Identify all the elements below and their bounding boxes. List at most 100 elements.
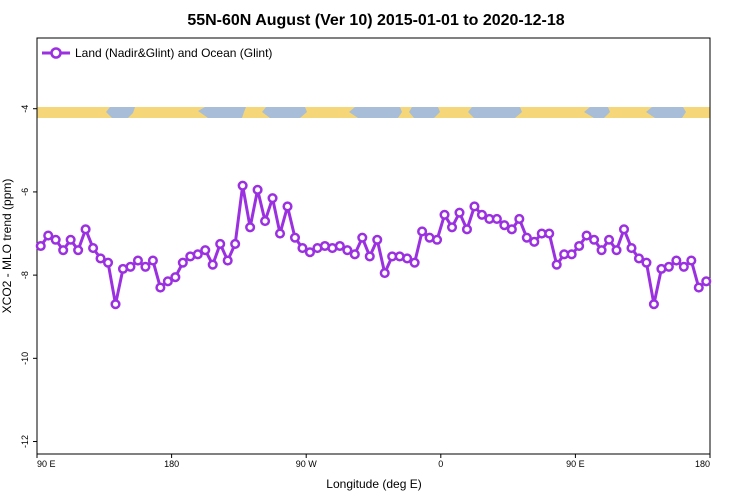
data-point	[439, 209, 450, 220]
data-point	[267, 193, 278, 204]
legend-marker	[50, 47, 62, 59]
data-point	[289, 232, 301, 243]
data-point	[469, 201, 480, 212]
series-layer	[35, 180, 712, 310]
data-point	[372, 234, 383, 245]
data-point	[58, 245, 69, 256]
data-point	[35, 240, 46, 252]
data-point	[357, 232, 368, 243]
data-point	[604, 234, 615, 245]
data-point	[349, 249, 360, 260]
data-point	[551, 259, 562, 270]
data-point	[43, 230, 54, 241]
y-tick-label: -8	[20, 271, 30, 279]
data-point	[95, 253, 106, 264]
x-tick-label: 0	[438, 459, 443, 469]
data-point	[65, 234, 76, 245]
x-axis-label: Longitude (deg E)	[326, 477, 421, 491]
data-point	[633, 253, 645, 264]
data-point	[260, 215, 271, 227]
y-axis-label: XCO2 - MLO trend (ppm)	[0, 179, 14, 314]
data-point	[147, 255, 158, 266]
data-point	[132, 255, 143, 266]
data-point	[596, 245, 607, 256]
data-point	[693, 282, 704, 293]
data-point	[364, 251, 375, 262]
data-point	[432, 234, 443, 245]
data-point	[274, 228, 286, 239]
data-point	[102, 257, 114, 268]
data-point	[417, 226, 428, 237]
data-point	[476, 209, 487, 220]
data-point	[566, 249, 577, 260]
x-tick-label: 90 E	[37, 459, 56, 469]
data-point	[701, 276, 712, 287]
data-point	[581, 230, 592, 241]
data-point	[461, 224, 473, 235]
data-point	[125, 261, 136, 272]
data-point	[454, 207, 465, 218]
y-tick-label: -6	[20, 188, 30, 196]
data-point	[446, 222, 458, 233]
x-tick-label: 90 E	[566, 459, 585, 469]
data-point	[177, 257, 188, 268]
data-point	[282, 201, 293, 212]
data-point	[402, 253, 413, 264]
y-tick-label: -12	[20, 435, 30, 448]
data-point	[641, 257, 652, 268]
data-point	[626, 243, 637, 254]
data-point	[170, 272, 181, 283]
data-point	[155, 282, 166, 293]
x-tick-label: 180	[164, 459, 179, 469]
data-point	[207, 259, 218, 270]
data-point	[514, 213, 525, 225]
data-point	[222, 255, 233, 266]
data-point	[80, 224, 91, 235]
data-point	[245, 222, 256, 233]
data-point	[73, 245, 84, 256]
data-point	[88, 243, 99, 254]
data-point	[678, 261, 689, 272]
data-point	[521, 232, 532, 243]
data-point	[544, 228, 555, 239]
data-point	[491, 213, 502, 225]
ocean-band	[37, 107, 710, 118]
data-point	[252, 184, 263, 195]
data-point	[648, 299, 659, 310]
data-point	[499, 220, 510, 231]
x-tick-label: 180	[695, 459, 710, 469]
data-point	[611, 245, 622, 256]
data-point	[686, 255, 697, 266]
data-point	[589, 234, 600, 245]
data-point	[110, 299, 121, 310]
x-axis: 90 E 180 90 W 0 90 E 180	[36, 454, 711, 469]
chart-title: 55N-60N August (Ver 10) 2015-01-01 to 20…	[187, 12, 564, 29]
data-point	[200, 245, 211, 256]
legend: Land (Nadir&Glint) and Ocean (Glint)	[42, 46, 272, 60]
y-tick-label: -4	[20, 105, 30, 113]
series-line	[39, 184, 708, 306]
data-point	[237, 180, 248, 191]
data-point	[574, 240, 585, 252]
land-ocean-band	[37, 107, 710, 118]
data-point	[192, 249, 203, 260]
data-point	[409, 257, 420, 268]
data-point	[506, 224, 517, 235]
data-point	[334, 240, 345, 252]
y-axis: -4 -6 -8 -10 -12	[20, 105, 37, 448]
data-point	[230, 238, 241, 249]
land-band-shapes	[37, 107, 710, 118]
legend-label: Land (Nadir&Glint) and Ocean (Glint)	[75, 46, 272, 60]
data-point	[304, 247, 315, 258]
data-point	[618, 224, 630, 235]
data-point	[162, 276, 173, 287]
data-point	[342, 245, 353, 256]
data-point	[140, 261, 151, 272]
data-point	[379, 267, 390, 279]
data-point	[529, 236, 540, 247]
data-point	[671, 255, 682, 266]
data-point	[50, 234, 61, 245]
data-point	[297, 243, 308, 254]
x-tick-label: 90 W	[296, 459, 318, 469]
data-point	[215, 238, 226, 249]
